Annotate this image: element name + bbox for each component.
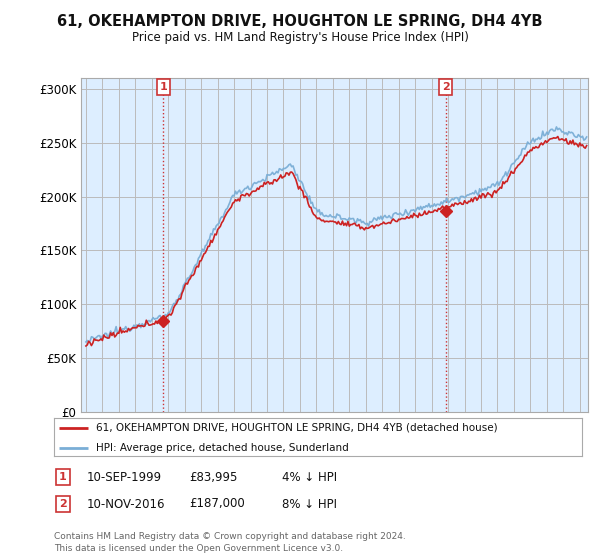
Text: HPI: Average price, detached house, Sunderland: HPI: Average price, detached house, Sund… <box>96 443 349 453</box>
Text: 61, OKEHAMPTON DRIVE, HOUGHTON LE SPRING, DH4 4YB (detached house): 61, OKEHAMPTON DRIVE, HOUGHTON LE SPRING… <box>96 423 498 433</box>
Text: 10-SEP-1999: 10-SEP-1999 <box>87 470 162 484</box>
Text: £187,000: £187,000 <box>189 497 245 511</box>
Text: Contains HM Land Registry data © Crown copyright and database right 2024.
This d: Contains HM Land Registry data © Crown c… <box>54 533 406 553</box>
Text: £83,995: £83,995 <box>189 470 238 484</box>
Text: 10-NOV-2016: 10-NOV-2016 <box>87 497 166 511</box>
Text: 61, OKEHAMPTON DRIVE, HOUGHTON LE SPRING, DH4 4YB: 61, OKEHAMPTON DRIVE, HOUGHTON LE SPRING… <box>57 14 543 29</box>
Text: 4% ↓ HPI: 4% ↓ HPI <box>282 470 337 484</box>
Text: 8% ↓ HPI: 8% ↓ HPI <box>282 497 337 511</box>
Text: 1: 1 <box>59 472 67 482</box>
Text: 1: 1 <box>160 82 167 92</box>
Text: Price paid vs. HM Land Registry's House Price Index (HPI): Price paid vs. HM Land Registry's House … <box>131 31 469 44</box>
Text: 2: 2 <box>442 82 449 92</box>
Text: 2: 2 <box>59 499 67 509</box>
